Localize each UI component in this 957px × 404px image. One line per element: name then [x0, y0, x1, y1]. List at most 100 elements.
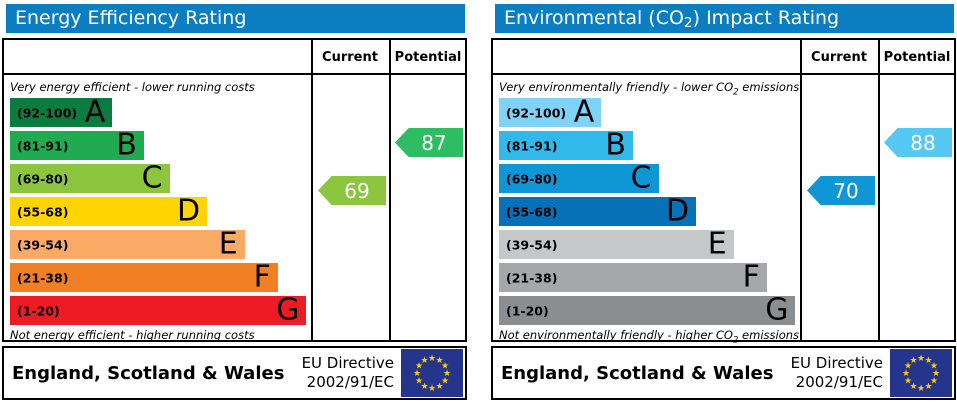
svg-text:★: ★ [415, 377, 423, 387]
column-header-row: Current Potential [4, 40, 465, 75]
band-row-d: (55-68) D [499, 192, 800, 228]
svg-text:★: ★ [909, 356, 917, 366]
band-a-letter: A [84, 93, 106, 129]
band-c-range: (69-80) [17, 171, 69, 186]
potential-column-divider [878, 40, 880, 340]
panel-title-subscript: 2 [683, 15, 693, 31]
current-column-divider [800, 40, 802, 340]
svg-text:★: ★ [441, 377, 449, 387]
bottom-caption-suffix: emissions [738, 328, 800, 342]
band-a-bar: (92-100) A [10, 93, 113, 129]
band-b-bar: (81-91) B [10, 126, 144, 162]
potential-column-header: Potential [394, 50, 462, 65]
eu-directive-line1: EU Directive [301, 354, 394, 373]
band-row-f: (21-38) F [499, 261, 800, 292]
svg-text:★: ★ [924, 382, 932, 392]
band-scale: Very environmentally friendly - lower CO… [493, 77, 800, 346]
potential-column-divider [389, 40, 391, 340]
top-caption: Very environmentally friendly - lower CO… [499, 79, 800, 98]
region-label: England, Scotland & Wales [501, 362, 774, 384]
svg-text:★: ★ [909, 382, 917, 392]
eu-directive-line2: 2002/91/EC [795, 373, 883, 391]
current-column-header: Current [811, 50, 867, 65]
band-d-letter: D [666, 192, 690, 228]
svg-text:★: ★ [924, 356, 932, 366]
band-d-bar: (55-68) D [499, 192, 697, 228]
band-row-e: (39-54) E [10, 228, 311, 259]
svg-text:★: ★ [428, 354, 436, 364]
band-e-letter: E [707, 225, 727, 261]
current-rating-value: 70 [833, 178, 859, 203]
band-c-bar: (69-80) C [499, 159, 659, 195]
svg-text:★: ★ [435, 382, 443, 392]
current-rating-arrow: 69 [318, 176, 386, 205]
eu-flag-icon: ★ ★★ ★★★ ★★★ ★★★ [890, 349, 952, 397]
band-row-e: (39-54) E [499, 225, 800, 261]
svg-text:★: ★ [917, 384, 925, 394]
top-caption-suffix: emissions [738, 80, 800, 94]
svg-text:★: ★ [932, 369, 940, 379]
svg-text:★: ★ [413, 369, 421, 379]
bottom-caption-text: Not environmentally friendly - higher CO [499, 328, 733, 342]
band-g-range: (1-20) [17, 303, 60, 318]
svg-text:★: ★ [420, 356, 428, 366]
top-caption-text: Very environmentally friendly - lower CO [499, 80, 734, 94]
panel-energy-efficiency: Energy Efficiency Rating Current Potenti… [2, 4, 467, 400]
svg-text:★: ★ [930, 377, 938, 387]
current-rating-arrow: 70 [807, 176, 875, 205]
band-g-bar: (1-20) G [10, 294, 307, 325]
bottom-caption-sub: 2 [732, 335, 739, 346]
svg-text:★: ★ [902, 369, 910, 379]
current-column-header: Current [322, 50, 378, 65]
band-row-a: (92-100) A [10, 93, 311, 129]
band-b-letter: B [605, 126, 626, 162]
eu-directive-line1: EU Directive [790, 354, 883, 373]
co2-footer: England, Scotland & Wales EU Directive 2… [491, 346, 956, 400]
band-f-range: (21-38) [17, 270, 69, 285]
energy-title-bar: Energy Efficiency Rating [6, 4, 465, 33]
potential-column-header: Potential [883, 50, 951, 65]
co2-rating-chart: Current Potential Very environmentally f… [491, 38, 956, 346]
column-header-row: Current Potential [493, 40, 954, 75]
eu-directive-line2: 2002/91/EC [306, 373, 394, 391]
band-f-bar: (21-38) F [499, 261, 767, 292]
band-d-range: (55-68) [506, 204, 558, 219]
panel-co2-impact: Environmental (CO2) Impact Rating Curren… [491, 4, 956, 400]
bottom-caption: Not energy efficient - higher running co… [10, 329, 311, 342]
potential-rating-arrow: 88 [884, 128, 952, 157]
band-b-range: (81-91) [17, 138, 69, 153]
top-caption: Very energy efficient - lower running co… [10, 79, 311, 98]
band-c-letter: C [630, 159, 652, 195]
band-e-bar: (39-54) E [499, 225, 734, 261]
svg-text:★: ★ [904, 362, 912, 372]
band-g-range: (1-20) [506, 303, 549, 318]
band-c-range: (69-80) [506, 171, 558, 186]
bottom-caption: Not environmentally friendly - higher CO… [499, 328, 800, 346]
eu-flag-icon: ★ ★★ ★★★ ★★★ ★★★ [401, 349, 463, 397]
bottom-caption-text: Not energy efficient - higher running co… [10, 328, 255, 342]
panel-title: Environmental (CO [504, 7, 684, 29]
band-row-c: (69-80) C [499, 159, 800, 195]
current-column-divider [311, 40, 313, 340]
band-c-bar: (69-80) C [10, 162, 170, 193]
svg-text:★: ★ [428, 384, 436, 394]
svg-text:★: ★ [930, 362, 938, 372]
band-a-range: (92-100) [17, 105, 78, 120]
top-caption-text: Very energy efficient - lower running co… [10, 80, 255, 94]
band-a-letter: A [573, 93, 595, 129]
band-b-letter: B [116, 126, 137, 162]
band-row-g: (1-20) G [10, 294, 311, 325]
band-d-letter: D [177, 192, 201, 228]
eu-directive-label: EU Directive 2002/91/EC [302, 354, 394, 392]
band-row-b: (81-91) B [499, 126, 800, 162]
band-row-g: (1-20) G [499, 294, 800, 325]
region-label: England, Scotland & Wales [12, 362, 285, 384]
co2-title-bar: Environmental (CO2) Impact Rating [495, 4, 954, 33]
energy-rating-chart: Current Potential Very energy efficient … [2, 38, 467, 342]
current-rating-value: 69 [344, 178, 370, 203]
band-b-range: (81-91) [506, 138, 558, 153]
energy-footer: England, Scotland & Wales EU Directive 2… [2, 346, 467, 400]
band-a-bar: (92-100) A [499, 93, 602, 129]
band-g-bar: (1-20) G [499, 294, 796, 325]
